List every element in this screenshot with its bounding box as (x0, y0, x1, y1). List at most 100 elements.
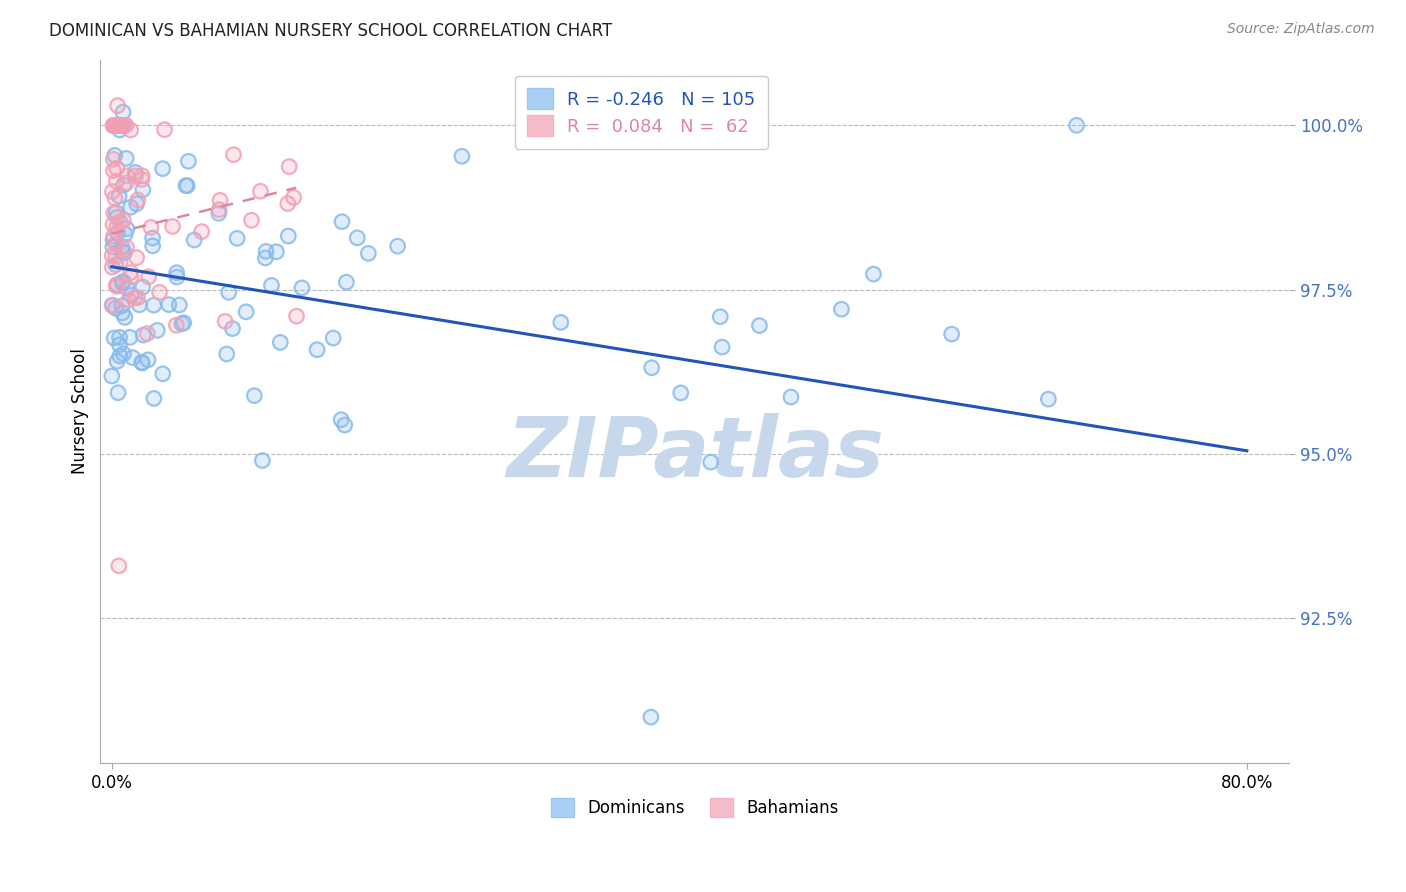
Point (111, 306, 134, 320)
Point (120, 269, 142, 284)
Point (157, 298, 180, 312)
Point (118, 293, 141, 308)
Point (120, 123, 142, 137)
Point (162, 219, 184, 234)
Point (157, 298, 180, 312)
Point (330, 214, 353, 228)
Point (941, 327, 963, 342)
Point (124, 290, 146, 304)
Point (307, 343, 329, 357)
Point (111, 244, 134, 259)
Point (107, 226, 129, 240)
Point (101, 119, 124, 133)
Point (748, 318, 770, 333)
Point (103, 153, 125, 167)
Point (1038, 392, 1060, 406)
Point (110, 119, 132, 133)
Point (101, 218, 124, 232)
Point (105, 277, 128, 292)
Point (550, 315, 572, 329)
Point (142, 298, 165, 312)
Point (190, 225, 212, 239)
Point (115, 176, 138, 190)
Point (104, 258, 127, 272)
Point (111, 105, 134, 120)
Point (105, 119, 128, 133)
Point (104, 191, 127, 205)
Point (640, 710, 662, 724)
Point (214, 314, 236, 328)
Point (104, 249, 127, 263)
Point (131, 172, 153, 186)
Text: ZIPatlas: ZIPatlas (506, 413, 884, 494)
Point (101, 240, 124, 254)
Point (285, 309, 308, 323)
Point (115, 240, 138, 254)
Point (218, 285, 240, 300)
Point (252, 453, 274, 467)
Point (291, 281, 314, 295)
Point (104, 301, 127, 316)
Point (222, 147, 245, 161)
Point (104, 249, 127, 263)
Point (105, 237, 128, 252)
Point (254, 251, 277, 265)
Point (830, 302, 852, 317)
Point (115, 152, 138, 166)
Point (101, 248, 124, 262)
Point (165, 318, 187, 333)
Point (177, 154, 200, 169)
Point (111, 299, 134, 313)
Point (235, 305, 257, 319)
Point (1038, 392, 1060, 406)
Point (111, 276, 134, 290)
Point (111, 119, 134, 133)
Point (111, 105, 134, 120)
Point (700, 455, 723, 469)
Point (138, 269, 160, 284)
Point (107, 98, 129, 112)
Point (120, 266, 142, 280)
Point (118, 330, 141, 344)
Point (252, 453, 274, 467)
Point (105, 211, 128, 225)
Point (214, 314, 236, 328)
Point (121, 351, 143, 365)
Point (333, 417, 356, 432)
Point (114, 310, 136, 325)
Point (173, 316, 195, 330)
Point (118, 293, 141, 308)
Point (104, 148, 127, 162)
Point (780, 390, 803, 404)
Point (105, 219, 128, 234)
Point (283, 190, 305, 204)
Point (112, 119, 135, 133)
Point (103, 163, 125, 178)
Point (283, 190, 305, 204)
Point (105, 205, 128, 219)
Point (120, 200, 142, 214)
Point (108, 330, 131, 344)
Point (101, 369, 124, 384)
Point (387, 239, 409, 253)
Point (124, 165, 146, 179)
Point (941, 327, 963, 342)
Point (103, 331, 125, 345)
Point (215, 347, 238, 361)
Point (103, 206, 125, 220)
Point (711, 340, 734, 354)
Point (780, 390, 803, 404)
Point (451, 149, 474, 163)
Point (235, 305, 257, 319)
Text: DOMINICAN VS BAHAMIAN NURSERY SCHOOL CORRELATION CHART: DOMINICAN VS BAHAMIAN NURSERY SCHOOL COR… (49, 22, 613, 40)
Point (243, 389, 266, 403)
Point (111, 244, 134, 259)
Point (131, 356, 153, 370)
Point (115, 222, 138, 236)
Point (131, 169, 153, 183)
Point (862, 267, 884, 281)
Point (111, 299, 134, 313)
Point (103, 119, 125, 133)
Point (118, 330, 141, 344)
Point (142, 239, 165, 253)
